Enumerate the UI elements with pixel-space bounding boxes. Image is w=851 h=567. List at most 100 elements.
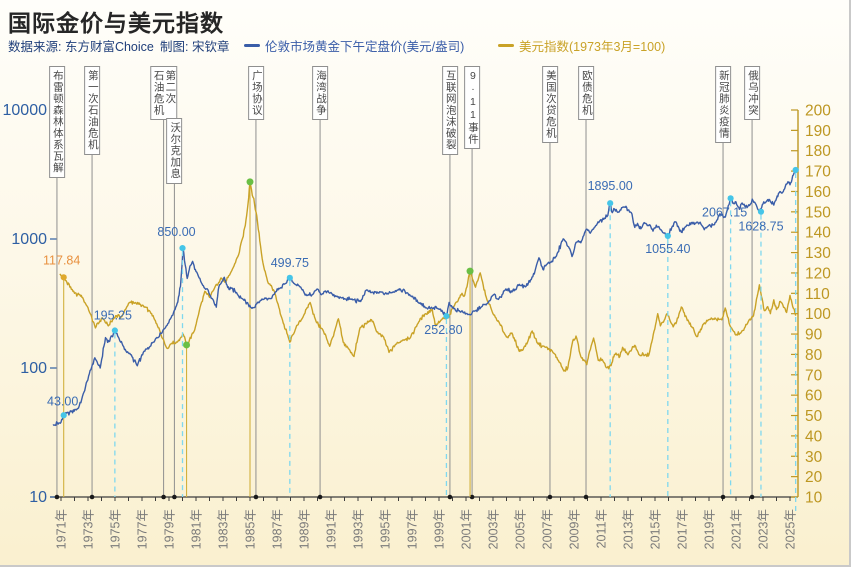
gold-price-line	[52, 169, 797, 427]
value-label: 1628.75	[738, 220, 783, 234]
legend-label: 美元指数(1973年3月=100)	[519, 40, 666, 54]
page-title: 国际金价与美元指数	[8, 10, 224, 36]
right-axis-label: 130	[805, 245, 831, 262]
x-axis-label: 1999年	[433, 509, 447, 549]
data-source-label: 数据来源: 东方财富Choice	[8, 40, 154, 54]
x-axis-label: 1973年	[82, 509, 96, 549]
event-axis-dot	[447, 494, 453, 500]
value-label: 117.84	[43, 253, 80, 267]
price-marker-dot	[757, 208, 765, 215]
credit-label: 制图: 宋钦章	[160, 40, 230, 54]
x-axis-label: 1981年	[190, 509, 204, 549]
price-marker-dot	[60, 412, 67, 419]
legend-item-usd-index: 美元指数(1973年3月=100)	[498, 36, 665, 55]
right-axis-label: 120	[805, 265, 831, 282]
legend-line-icon	[244, 44, 260, 47]
price-marker-dot	[286, 274, 293, 281]
value-label: 1895.00	[588, 179, 633, 193]
right-axis-label: 90	[805, 327, 823, 344]
event-axis-dot	[253, 494, 259, 500]
right-axis-label: 70	[805, 367, 823, 384]
x-axis-label: 2019年	[703, 509, 717, 549]
event-axis-dot	[89, 494, 95, 500]
x-axis-label: 1989年	[298, 509, 312, 549]
legend-item-gold-price: 伦敦市场黄金下午定盘价(美元/盎司)	[244, 36, 464, 55]
event-axis-dot	[172, 494, 177, 500]
x-axis-label: 1971年	[55, 509, 69, 549]
price-marker-dot	[179, 245, 186, 252]
price-marker-dot	[111, 327, 118, 334]
left-axis-label: 10	[29, 489, 47, 506]
right-axis-label: 100	[805, 306, 831, 323]
legend-label: 伦敦市场黄金下午定盘价(美元/盎司)	[265, 40, 465, 54]
value-label: 850.00	[157, 225, 195, 239]
usd-extreme-dot	[466, 267, 474, 275]
event-axis-dot	[161, 494, 166, 500]
x-axis-label: 1993年	[352, 509, 366, 549]
price-marker-dot	[60, 274, 67, 281]
x-axis-label: 2003年	[487, 509, 501, 549]
x-axis-label: 2021年	[730, 509, 744, 549]
x-axis-label: 1991年	[325, 509, 339, 549]
usd-index-line	[59, 181, 797, 372]
x-axis-label: 1985年	[244, 509, 258, 549]
right-axis-label: 200	[805, 103, 831, 120]
event-axis-dot	[547, 494, 553, 500]
x-axis-label: 1979年	[163, 509, 177, 549]
left-axis-label: 1000	[11, 231, 47, 248]
right-axis-label: 190	[805, 123, 831, 140]
right-axis-label: 40	[805, 428, 823, 445]
x-axis-label: 1975年	[109, 509, 123, 549]
price-marker-dot	[727, 195, 734, 202]
right-axis-label: 160	[805, 184, 831, 201]
legend-line-icon	[498, 44, 514, 47]
price-marker-dot	[792, 166, 799, 174]
right-axis-label: 50	[805, 408, 823, 425]
right-axis-label: 180	[805, 143, 831, 160]
price-marker-dot	[664, 232, 671, 240]
x-axis-label: 1983年	[217, 509, 231, 549]
x-axis-label: 1987年	[271, 509, 285, 549]
event-axis-dot	[54, 494, 60, 500]
left-axis-label: 10000	[3, 102, 48, 119]
value-label: 195.25	[94, 309, 132, 323]
right-axis-label: 30	[805, 449, 823, 466]
right-axis-label: 140	[805, 225, 831, 242]
event-axis-dot	[720, 494, 726, 500]
price-marker-dot	[607, 200, 614, 207]
value-label: 43.00	[47, 394, 78, 408]
x-axis-label: 2001年	[460, 509, 474, 549]
x-axis-label: 2013年	[622, 509, 636, 549]
x-axis-label: 1977年	[136, 509, 150, 549]
left-axis-label: 100	[20, 360, 47, 377]
right-axis-label: 60	[805, 388, 823, 405]
usd-extreme-dot	[183, 341, 191, 349]
right-axis-label: 10	[805, 490, 823, 507]
x-axis-label: 2017年	[676, 509, 690, 549]
value-label: 499.75	[271, 256, 309, 270]
x-axis-label: 1995年	[379, 509, 393, 549]
right-axis-label: 150	[805, 204, 831, 221]
right-axis-label: 170	[805, 164, 831, 181]
value-label: 1055.40	[645, 242, 690, 256]
x-axis-label: 2011年	[595, 509, 609, 548]
x-axis-label: 1997年	[406, 509, 420, 549]
x-axis-label: 2007年	[541, 509, 555, 549]
event-axis-dot	[583, 494, 589, 500]
right-axis-label: 80	[805, 347, 823, 364]
x-axis-label: 2005年	[514, 509, 528, 549]
event-axis-dot	[749, 494, 755, 500]
usd-extreme-dot	[246, 178, 254, 186]
x-axis-label: 2009年	[568, 509, 582, 549]
right-axis-label: 20	[805, 469, 823, 486]
chart-meta-row: 数据来源: 东方财富Choice 制图: 宋钦章 伦敦市场黄金下午定盘价(美元/…	[8, 36, 838, 54]
x-axis-label: 2015年	[649, 509, 663, 549]
x-axis-label: 2023年	[757, 509, 771, 549]
right-axis-label: 110	[805, 286, 830, 303]
x-axis-label: 2025年	[784, 509, 798, 549]
value-label: 252.80	[424, 323, 462, 337]
event-axis-dot	[317, 494, 323, 500]
price-marker-dot	[443, 312, 450, 320]
